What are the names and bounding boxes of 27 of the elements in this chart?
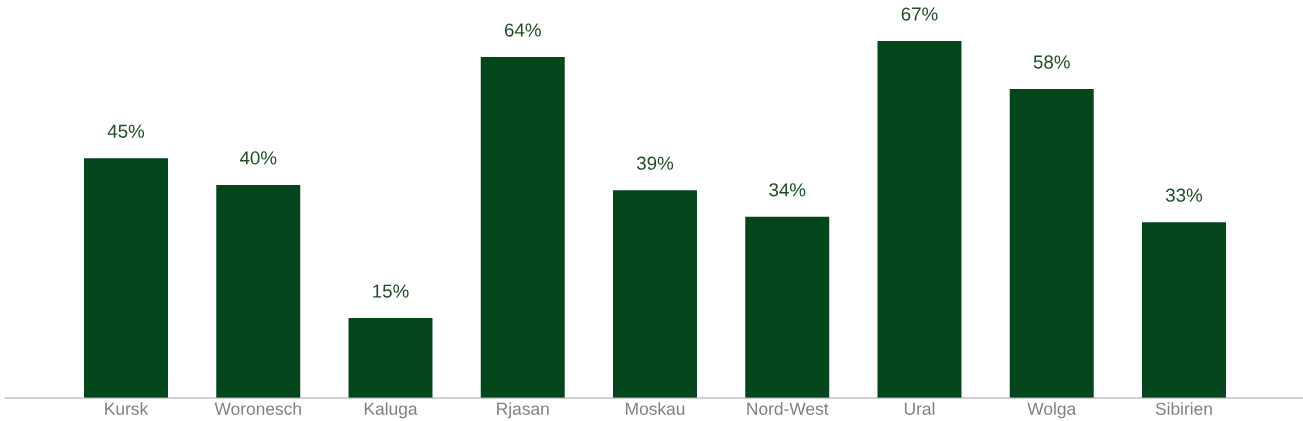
bar bbox=[1009, 89, 1094, 398]
x-tick-label: Ural bbox=[904, 402, 935, 415]
bar bbox=[877, 41, 962, 398]
data-label: 58% bbox=[1033, 55, 1070, 69]
x-tick-label: Woronesch bbox=[214, 402, 301, 415]
data-label: 40% bbox=[239, 151, 277, 165]
bar bbox=[480, 57, 565, 398]
bar bbox=[348, 318, 433, 398]
x-tick-label: Kaluga bbox=[364, 402, 418, 419]
bar bbox=[84, 158, 168, 398]
x-tick-label: Kursk bbox=[105, 402, 149, 415]
data-label: 33% bbox=[1165, 188, 1203, 202]
data-label: 45% bbox=[107, 124, 145, 138]
data-label: 64% bbox=[504, 23, 541, 37]
bar bbox=[745, 216, 830, 398]
data-label: 15% bbox=[373, 284, 409, 298]
data-label: 67% bbox=[901, 7, 938, 21]
data-label: 34% bbox=[769, 183, 806, 197]
x-tick-label: Moskau bbox=[626, 402, 685, 415]
bar bbox=[613, 190, 697, 398]
bar bbox=[1141, 222, 1226, 398]
x-tick-label: Wolga bbox=[1027, 402, 1077, 419]
x-tick-label: Nord-West bbox=[747, 402, 829, 415]
x-tick-label: Sibirien bbox=[1155, 402, 1212, 415]
x-tick-label: Rjasan bbox=[497, 402, 549, 419]
bar bbox=[216, 184, 301, 398]
data-label: 39% bbox=[636, 156, 674, 170]
